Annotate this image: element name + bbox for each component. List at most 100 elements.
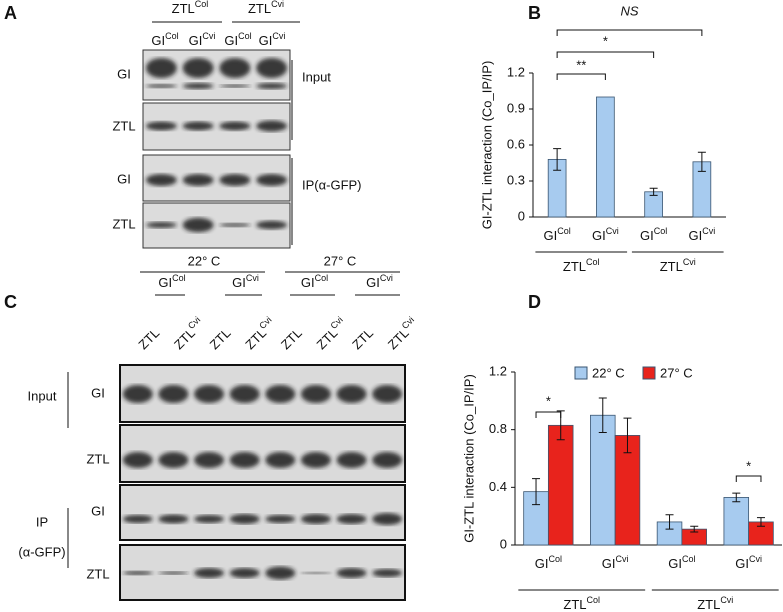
- label-base: ZTL: [697, 597, 720, 612]
- blot: [119, 484, 406, 541]
- blot-band: [182, 83, 214, 89]
- blot-band: [219, 58, 251, 78]
- row-label: ZTL: [86, 451, 109, 466]
- row-label: GI: [91, 503, 105, 518]
- blot-band: [122, 452, 153, 468]
- error-bar: [532, 478, 541, 506]
- lane-label: ZTLCvi: [170, 315, 208, 353]
- section-label: Input: [302, 69, 331, 84]
- section-label: IP(α-GFP): [302, 177, 362, 192]
- bar: [614, 435, 641, 546]
- blot-band: [158, 514, 189, 524]
- blot-band: [122, 385, 153, 403]
- blot-band: [145, 84, 177, 88]
- label-base: GI: [735, 556, 749, 571]
- sig-bracket: [556, 29, 703, 36]
- blot-band: [229, 568, 260, 578]
- label-base: ZTL: [172, 1, 195, 16]
- y-axis-label: GI-ZTL interaction (Co_IP/IP): [461, 374, 476, 543]
- label-sup: Col: [682, 554, 696, 564]
- x-tick-label: GICol: [640, 226, 667, 243]
- blot-band: [145, 174, 177, 186]
- error-bar: [623, 417, 632, 454]
- blot-band: [256, 120, 288, 132]
- row-label: GI: [117, 66, 131, 81]
- group-label: ZTLCvi: [660, 257, 696, 274]
- error-bar: [732, 492, 741, 503]
- blot-band: [336, 514, 367, 524]
- row-label: GI: [117, 171, 131, 186]
- blot-band: [372, 569, 403, 577]
- panel-label: A: [4, 3, 17, 23]
- label-base: GI: [668, 556, 682, 571]
- blot-band: [145, 121, 177, 131]
- error-bar: [598, 397, 607, 434]
- genotype-label: GICol: [158, 273, 185, 290]
- panel-label: B: [528, 3, 541, 23]
- bar: [547, 424, 574, 546]
- y-tick-label: 0.4: [489, 479, 507, 494]
- sig-label: NS: [620, 3, 638, 18]
- y-tick-label: 0.9: [507, 100, 525, 115]
- label-sup: Cvi: [380, 273, 393, 283]
- lane-label: ZTLCvi: [241, 315, 279, 353]
- label-sup: Col: [315, 273, 329, 283]
- blot-band: [372, 452, 403, 468]
- lane-label: GICvi: [259, 31, 286, 48]
- label-base: ZTL: [278, 326, 305, 353]
- blot-band: [265, 515, 296, 523]
- label-base: GI: [224, 33, 238, 48]
- blot-band: [182, 121, 214, 131]
- lane-label: ZTL: [350, 326, 377, 353]
- genotype-header: ZTLCvi: [248, 0, 284, 16]
- error-bar: [697, 151, 706, 172]
- label-base: GI: [689, 228, 703, 243]
- label-sup: Col: [548, 554, 562, 564]
- y-tick-label: 1.2: [489, 363, 507, 378]
- label-base: GI: [259, 33, 273, 48]
- blot-band: [336, 452, 367, 468]
- blot-band: [182, 58, 214, 78]
- panel-label: C: [4, 292, 17, 312]
- legend-swatch: [574, 366, 588, 380]
- label-base: GI: [151, 33, 165, 48]
- label-sup: Cvi: [606, 226, 619, 236]
- blot-band: [158, 571, 189, 575]
- lane-label: ZTLCvi: [384, 315, 422, 353]
- sig-label: *: [746, 458, 751, 473]
- row-label: GI: [91, 385, 105, 400]
- blot-band: [256, 58, 288, 78]
- lane-label: GICol: [151, 31, 178, 48]
- group-label: ZTLCol: [563, 257, 600, 274]
- blot-band: [219, 174, 251, 186]
- label-base: GI: [366, 275, 380, 290]
- label-base: ZTL: [248, 1, 271, 16]
- y-tick-label: 0.6: [507, 136, 525, 151]
- error-bar: [649, 187, 658, 196]
- blot: [119, 424, 406, 483]
- label-base: ZTL: [660, 259, 683, 274]
- blot-band: [145, 58, 177, 78]
- sig-label: *: [603, 33, 608, 48]
- section-label: Input: [28, 388, 57, 403]
- label-base: GI: [158, 275, 172, 290]
- genotype-header: ZTLCol: [172, 0, 209, 16]
- label-sup: Cvi: [272, 31, 285, 41]
- label-base: GI: [232, 275, 246, 290]
- genotype-label: GICol: [301, 273, 328, 290]
- lane-label: GICol: [224, 31, 251, 48]
- row-label: ZTL: [86, 566, 109, 581]
- label-sup: Col: [557, 226, 571, 236]
- error-bar: [665, 514, 674, 530]
- blot-band: [336, 568, 367, 578]
- label-sup: Col: [587, 595, 601, 605]
- blot-band: [194, 568, 225, 578]
- sig-bracket: [535, 411, 562, 418]
- label-sup: Cvi: [702, 226, 715, 236]
- label-base: ZTL: [563, 259, 586, 274]
- label-base: GI: [535, 556, 549, 571]
- blot-band: [372, 513, 403, 525]
- label-base: GI: [592, 228, 606, 243]
- label-sup: Cvi: [615, 554, 628, 564]
- x-tick-label: GICvi: [602, 554, 629, 571]
